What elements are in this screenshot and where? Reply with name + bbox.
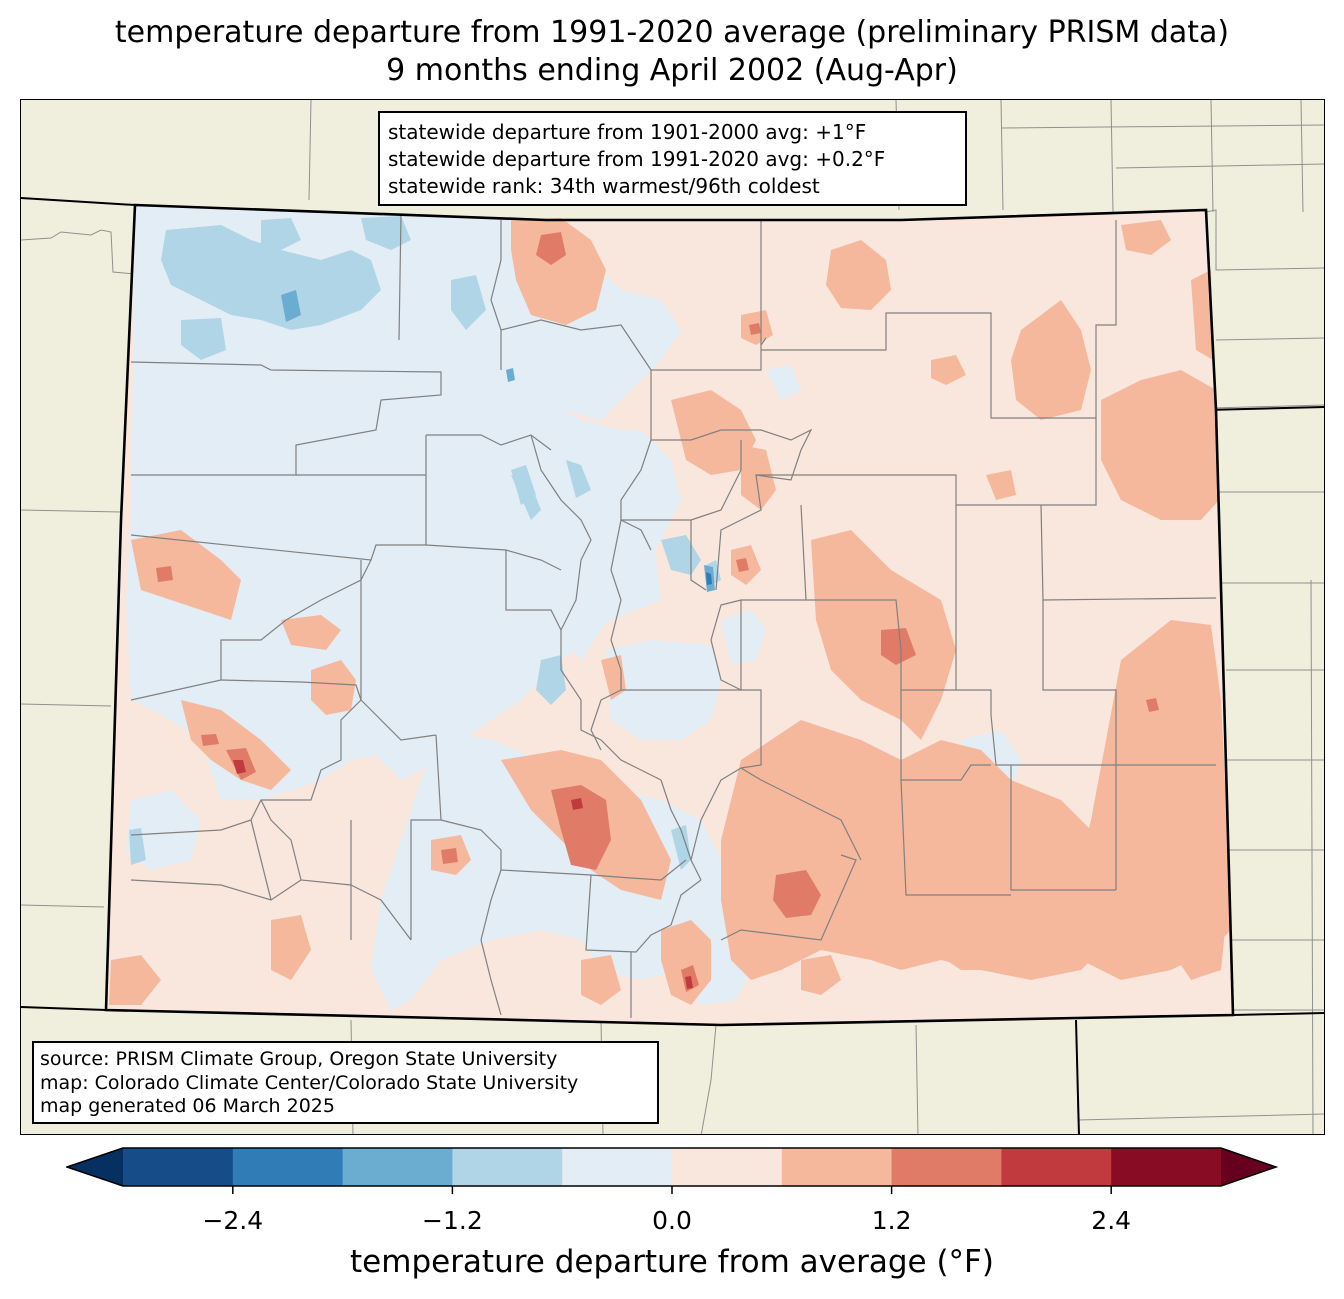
statewide-stats-box: statewide departure from 1901-2000 avg: … [378, 111, 967, 206]
colorbar [66, 1147, 1278, 1194]
colorbar-segment [232, 1148, 344, 1186]
generated-date-line: map generated 06 March 2025 [40, 1095, 335, 1117]
colorbar-segment [781, 1148, 893, 1186]
map-credit-line: map: Colorado Climate Center/Colorado St… [40, 1071, 579, 1094]
temperature-departure-field [106, 205, 1233, 1025]
colorbar-segment [452, 1148, 563, 1186]
colorbar-segment [123, 1148, 234, 1186]
stats-rank: statewide rank: 34th warmest/96th coldes… [388, 174, 820, 198]
colorbar-tick-label: −1.2 [422, 1206, 483, 1235]
colorado-border [104, 203, 1235, 1027]
colorado-map [21, 100, 1324, 1134]
colorbar-segments [66, 1147, 1278, 1187]
source-line: source: PRISM Climate Group, Oregon Stat… [40, 1048, 558, 1070]
title-line-1: temperature departure from 1991-2020 ave… [114, 15, 1230, 50]
colorbar-tick-label: −2.4 [202, 1206, 264, 1235]
colorado-county-lines [130, 214, 1217, 1018]
map-panel [20, 99, 1325, 1135]
colorbar-segment [891, 1148, 1002, 1186]
colorbar-tick-label: 1.2 [871, 1206, 912, 1235]
colorbar-segment [342, 1148, 453, 1186]
colorbar-segment [1001, 1148, 1112, 1186]
colorbar-outline [66, 1147, 1278, 1187]
colorbar-under-arrow [67, 1148, 123, 1186]
colorbar-segment [1111, 1148, 1222, 1186]
colorbar-segment [672, 1148, 783, 1186]
source-credits-box: source: PRISM Climate Group, Oregon Stat… [32, 1041, 659, 1124]
colorbar-tick-label: 0.0 [652, 1206, 692, 1235]
stats-departure-1901-2000: statewide departure from 1901-2000 avg: … [388, 120, 867, 144]
colorbar-tick-label: 2.4 [1091, 1206, 1132, 1235]
colorbar-title: temperature departure from average (°F) [350, 1244, 994, 1280]
title-line-2: 9 months ending April 2002 (Aug-Apr) [386, 53, 958, 88]
colorbar-over-arrow [1221, 1148, 1276, 1186]
colorbar-segment [562, 1148, 673, 1186]
colorbar-ticks [232, 1186, 1112, 1194]
map-title: temperature departure from 1991-2020 ave… [0, 14, 1344, 90]
neighbor-state-borders [21, 197, 1324, 1134]
stats-departure-1991-2020: statewide departure from 1991-2020 avg: … [388, 147, 886, 171]
